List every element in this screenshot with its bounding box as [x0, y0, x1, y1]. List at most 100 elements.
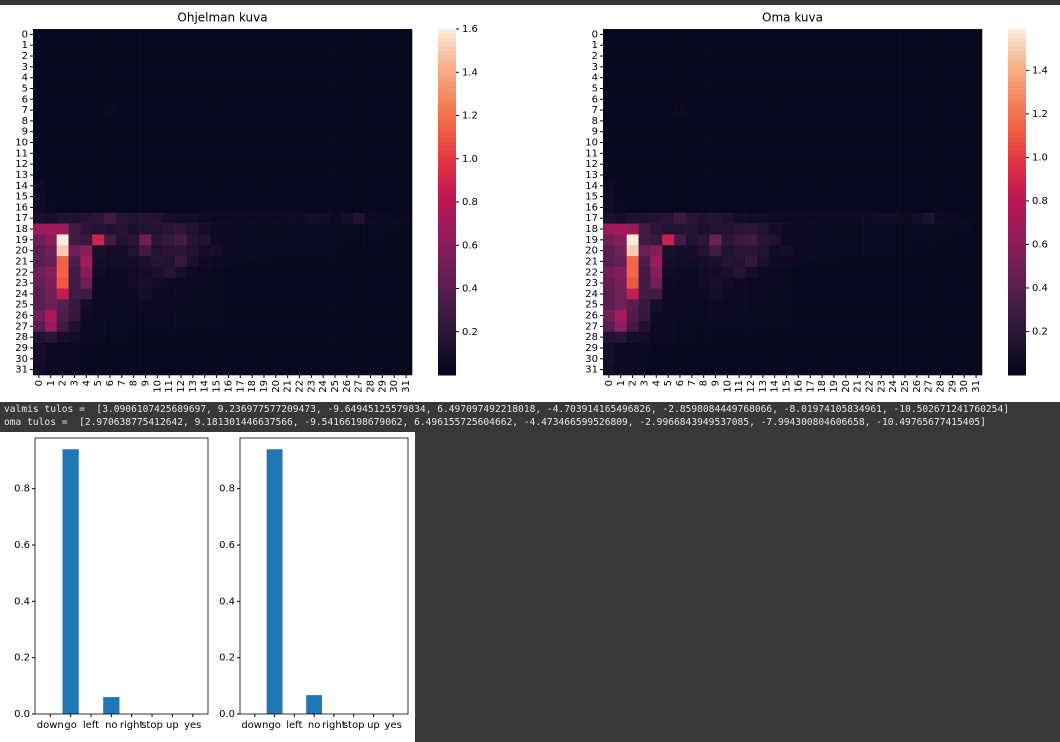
heatmap-cell	[662, 72, 675, 84]
heatmap-cell	[685, 191, 699, 203]
heatmap-cell	[198, 266, 211, 278]
heatmap-cell	[685, 342, 699, 354]
heatmap-cell	[768, 256, 781, 268]
heatmap-cell	[388, 137, 401, 149]
heatmap-cell	[115, 310, 129, 322]
heatmap-cell	[80, 353, 93, 365]
heatmap-cell	[899, 299, 912, 311]
heatmap-cell	[603, 310, 616, 322]
x-tick-label: 6	[105, 380, 116, 386]
heatmap-cell	[745, 169, 758, 181]
heatmap-cell	[400, 277, 413, 289]
chart-title: Oma kuva	[762, 11, 823, 25]
heatmap-cell	[210, 50, 223, 62]
heatmap-cell	[768, 158, 781, 170]
heatmap-cell	[175, 72, 188, 84]
heatmap-cell	[210, 223, 223, 235]
heatmap-cell	[780, 288, 793, 300]
heatmap-cell	[400, 72, 413, 84]
heatmap-cell	[733, 191, 746, 203]
heatmap-cell	[603, 299, 616, 311]
heatmap-cell	[768, 169, 781, 181]
heatmap-cell	[388, 93, 401, 105]
heatmap-cell	[104, 299, 117, 311]
heatmap-cell	[626, 234, 639, 246]
heatmap-cell	[780, 39, 793, 51]
heatmap-cell	[175, 93, 188, 105]
heatmap-cell	[33, 245, 46, 257]
heatmap-cell	[281, 147, 294, 160]
heatmap-cell	[910, 277, 924, 289]
heatmap-cell	[851, 364, 864, 376]
heatmap-cell	[258, 331, 271, 343]
heatmap-cell	[946, 29, 959, 41]
heatmap-cell	[246, 256, 259, 268]
heatmap-cell	[340, 137, 354, 149]
heatmap-cell	[745, 256, 758, 268]
heatmap-cell	[946, 288, 959, 300]
heatmap-cell	[899, 288, 912, 300]
heatmap-cell	[234, 256, 247, 268]
heatmap-cell	[899, 158, 912, 170]
heatmap-cell	[614, 39, 627, 51]
heatmap-cell	[305, 115, 318, 127]
heatmap-cell	[863, 158, 876, 170]
heatmap-cell	[899, 245, 912, 257]
heatmap-cell	[697, 212, 710, 224]
heatmap-cell	[614, 256, 627, 268]
heatmap-cell	[33, 256, 46, 268]
heatmap-cell	[198, 191, 211, 203]
heatmap-cell	[603, 147, 616, 160]
heatmap-cell	[329, 245, 342, 257]
heatmap-cell	[603, 331, 616, 343]
heatmap-cell	[697, 331, 710, 343]
x-tick-label: 4	[81, 380, 92, 386]
heatmap-cell	[922, 223, 935, 235]
heatmap-cell	[697, 93, 710, 105]
heatmap-cell	[352, 137, 365, 149]
colorbar-swatch	[1008, 89, 1026, 95]
heatmap-cell	[674, 93, 687, 105]
heatmap-cell	[222, 158, 235, 170]
heatmap-cell	[922, 364, 935, 376]
heatmap-cell	[934, 353, 947, 365]
heatmap-cell	[258, 61, 271, 73]
heatmap-cell	[828, 331, 841, 343]
heatmap-cell	[400, 266, 413, 278]
heatmap-cell	[388, 83, 401, 95]
heatmap-cell	[851, 180, 864, 192]
heatmap-cell	[68, 202, 81, 214]
heatmap-cell	[104, 223, 117, 235]
heatmap-cell	[721, 72, 734, 84]
heatmap-cell	[44, 126, 57, 138]
heatmap-cell	[388, 147, 401, 160]
heatmap-cell	[863, 147, 876, 160]
heatmap-cell	[745, 277, 758, 289]
heatmap-cell	[887, 29, 900, 41]
heatmap-cell	[650, 320, 663, 333]
x-tick-label: 19	[829, 380, 840, 393]
heatmap-cell	[910, 245, 924, 257]
heatmap-cell	[376, 83, 389, 95]
colorbar-swatch	[438, 344, 456, 350]
heatmap-cell	[234, 72, 247, 84]
x-tick-label: 10	[152, 380, 163, 393]
heatmap-cell	[662, 342, 675, 354]
y-tick-label: 28	[585, 332, 598, 343]
heatmap-cell	[222, 331, 235, 343]
heatmap-cell	[721, 61, 734, 73]
heatmap-cell	[875, 310, 888, 322]
heatmap-cell	[745, 342, 758, 354]
heatmap-cell	[139, 180, 152, 192]
heatmap-cell	[364, 39, 377, 51]
heatmap-cell	[875, 158, 888, 170]
x-tick-label: 26	[342, 380, 353, 393]
colorbar-swatch	[438, 197, 456, 203]
heatmap-cell	[958, 29, 971, 41]
heatmap-cell	[768, 331, 781, 343]
heatmap-cell	[970, 137, 983, 149]
heatmap-cell	[364, 245, 377, 257]
heatmap-cell	[44, 104, 57, 116]
heatmap-cell	[388, 266, 401, 278]
heatmap-cell	[56, 320, 69, 333]
